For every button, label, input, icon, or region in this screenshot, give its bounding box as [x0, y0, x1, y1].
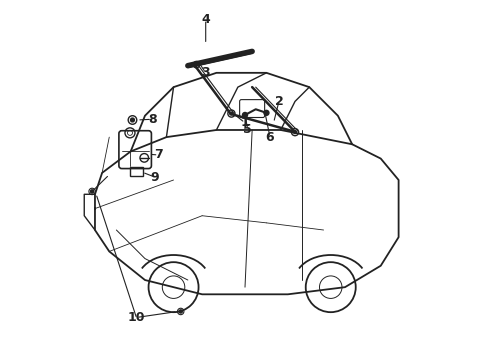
- Circle shape: [130, 118, 134, 122]
- Circle shape: [179, 310, 182, 313]
- Circle shape: [243, 112, 247, 117]
- Text: 7: 7: [154, 148, 163, 162]
- Circle shape: [294, 131, 296, 134]
- Text: 3: 3: [201, 66, 210, 79]
- Text: 1: 1: [241, 116, 249, 129]
- Circle shape: [230, 112, 233, 115]
- Text: 2: 2: [274, 95, 283, 108]
- Circle shape: [195, 63, 197, 66]
- Text: 6: 6: [266, 131, 274, 144]
- Text: 5: 5: [244, 123, 252, 136]
- Circle shape: [264, 111, 269, 115]
- Text: 9: 9: [150, 171, 159, 184]
- Text: 10: 10: [127, 311, 145, 324]
- Circle shape: [91, 190, 94, 193]
- Text: 8: 8: [148, 113, 156, 126]
- Text: 4: 4: [201, 13, 210, 26]
